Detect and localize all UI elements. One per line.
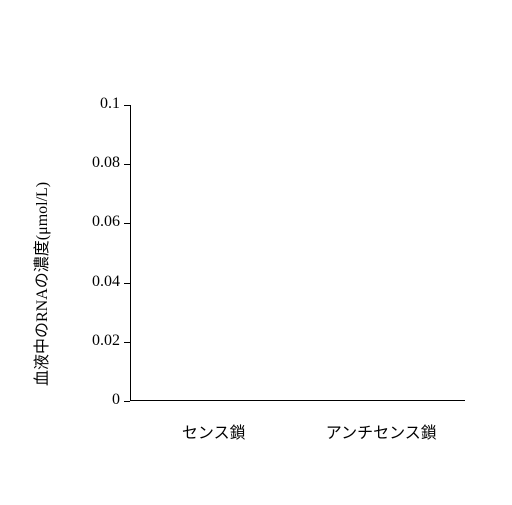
x-axis-line (130, 400, 465, 401)
x-category-sense: センス鎖 (134, 419, 294, 443)
ytick-label-0: 0 (74, 391, 120, 409)
y-axis-line (130, 105, 131, 401)
x-category-antisense: アンチセンス鎖 (301, 419, 461, 443)
ytick-mark (124, 283, 130, 284)
ytick-label-4: 0.08 (74, 154, 120, 172)
ytick-mark (124, 401, 130, 402)
ytick-label-3: 0.06 (74, 213, 120, 231)
ytick-mark (124, 223, 130, 224)
ytick-mark (124, 164, 130, 165)
plot-area (130, 105, 465, 401)
ytick-label-5: 0.1 (74, 95, 120, 113)
y-axis-label: 血液中のRNAの濃度(μmol/L) (28, 182, 52, 386)
ytick-mark (124, 105, 130, 106)
ytick-label-1: 0.02 (74, 332, 120, 350)
y-axis-label-text: 血液中のRNAの濃度(μmol/L) (34, 182, 51, 386)
ytick-mark (124, 342, 130, 343)
ytick-label-2: 0.04 (74, 273, 120, 291)
rna-concentration-chart: 血液中のRNAの濃度(μmol/L) 0 0.02 0.04 0.06 0.08… (0, 0, 512, 505)
